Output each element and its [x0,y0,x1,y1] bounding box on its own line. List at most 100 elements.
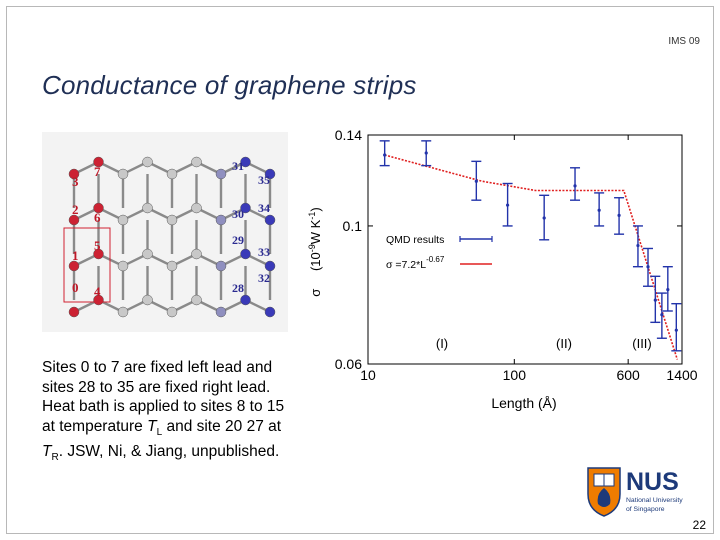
data-marker [666,288,670,292]
university-crest-icon [587,467,621,517]
y-axis-exp2: -1 [307,212,317,220]
caption-text-2: and site 20 27 at [162,417,282,435]
x-axis-label: Length (Å) [491,395,556,411]
y-tick-label: 0.06 [335,356,362,372]
data-point [539,194,550,241]
lattice-atom [240,202,251,214]
region-label-2: (II) [556,336,572,351]
y-axis-exp: -9 [307,244,317,252]
data-point [594,192,605,227]
y-axis-close: ) [308,207,323,211]
lattice-atom [215,214,227,226]
caption-tl-sub: L [156,426,163,438]
data-point [662,266,673,312]
logo-line-1: National University [626,497,683,504]
data-marker [646,265,650,269]
data-marker [474,179,478,183]
data-marker [573,184,577,188]
lattice-site-label-right: 31 [232,159,244,173]
lattice-site-label-left: 4 [94,284,101,299]
slide-frame [6,6,714,534]
x-tick-label: 10 [360,367,376,383]
lattice-atom [191,156,202,168]
lattice-atom [142,248,153,260]
lattice-atom [117,214,129,226]
data-point [671,302,682,352]
caption-text-1: Sites 0 to 7 are fixed left lead and sit… [42,359,285,435]
lattice-atom [93,156,104,168]
lattice-atom [142,202,153,214]
data-marker [617,213,621,217]
lattice-atom [142,156,153,168]
data-points [379,140,682,352]
lattice-atom [264,214,276,226]
slide-title: Conductance of graphene strips [42,70,417,100]
lattice-atom [68,306,80,318]
lattice-atom [215,306,227,318]
plot-area [367,134,683,365]
legend-fit-prefix: σ =7.2*L [386,259,426,271]
legend-label-qmd: QMD results [386,234,444,246]
lattice-site-label-left: 6 [94,210,101,225]
data-point [570,167,581,201]
lattice-site-label-right: 29 [232,233,244,247]
caption-tl-symbol: T [147,417,157,435]
data-marker [424,151,428,155]
x-tick-label: 1400 [666,367,697,383]
lattice-atom [117,306,129,318]
lattice-site-label-left: 5 [94,238,101,253]
lattice-atom [166,168,178,180]
lattice-atom [93,248,104,260]
lattice-site-label-left: 1 [72,248,79,263]
lattice-atom [117,168,129,180]
data-point [614,197,625,235]
lattice-atoms [68,156,276,318]
logo-wordmark: NUS [626,468,679,496]
lattice-site-label-left: 7 [94,164,101,179]
fit-line [384,154,679,360]
lattice-atom [68,168,80,180]
lattice-atom [264,306,276,318]
figure-caption: Sites 0 to 7 are fixed left lead and sit… [42,358,294,468]
data-marker [674,328,678,332]
y-axis-label: σ (10-9W K-1) [307,207,323,296]
data-point [632,225,643,268]
data-marker [653,298,657,302]
data-marker [383,153,387,157]
y-axis-units-rest: W K [308,219,323,244]
lattice-atom [117,260,129,272]
lattice-site-label-left: 2 [72,202,79,217]
lattice-site-label-left: 0 [72,280,79,295]
data-point [471,160,482,201]
lattice-site-label-right: 35 [258,173,270,187]
lattice-atom [215,168,227,180]
lattice-atom [142,294,153,306]
lattice-atom [93,202,104,214]
lattice-atom [240,248,251,260]
data-point [656,292,667,339]
x-tick-label: 600 [616,367,640,383]
lattice-atom [166,260,178,272]
lattice-site-label-left: 3 [72,174,79,189]
chart-legend: QMD results σ =7.2*L-0.67 [386,234,493,271]
data-marker [660,313,664,317]
nus-logo: NUS National University of Singapore [586,464,706,525]
lattice-atom [240,294,251,306]
data-marker [597,208,601,212]
data-point [650,275,661,324]
data-point [421,140,432,167]
x-tick-label: 100 [503,367,527,383]
y-axis-units: (10 [308,252,323,271]
region-label-1: (I) [436,336,448,351]
axis-ticks [367,134,683,365]
data-point [643,247,654,287]
nus-logo-svg: NUS National University of Singapore [587,467,683,517]
data-marker [542,216,546,220]
y-tick-label: 0.14 [335,127,362,143]
data-marker [636,243,640,248]
caption-tr-sub: R [51,452,59,464]
data-marker [506,203,510,207]
lattice-atom [166,306,178,318]
